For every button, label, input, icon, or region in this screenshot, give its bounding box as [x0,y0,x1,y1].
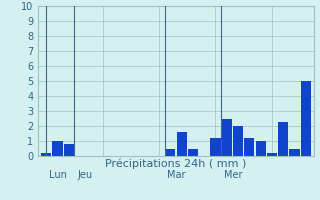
Bar [52,141,63,156]
Bar [233,126,243,156]
X-axis label: Précipitations 24h ( mm ): Précipitations 24h ( mm ) [105,159,247,169]
Bar [177,132,187,156]
Text: Mar: Mar [167,170,186,180]
Bar [267,153,277,156]
Bar [222,118,232,156]
Bar [211,138,220,156]
Bar [278,121,288,156]
Bar [300,81,311,156]
Bar [188,148,198,156]
Bar [165,148,175,156]
Bar [289,148,300,156]
Bar [41,153,52,156]
Text: Jeu: Jeu [77,170,92,180]
Bar [244,138,254,156]
Text: Lun: Lun [49,170,67,180]
Text: Mer: Mer [224,170,242,180]
Bar [255,141,266,156]
Bar [64,144,74,156]
